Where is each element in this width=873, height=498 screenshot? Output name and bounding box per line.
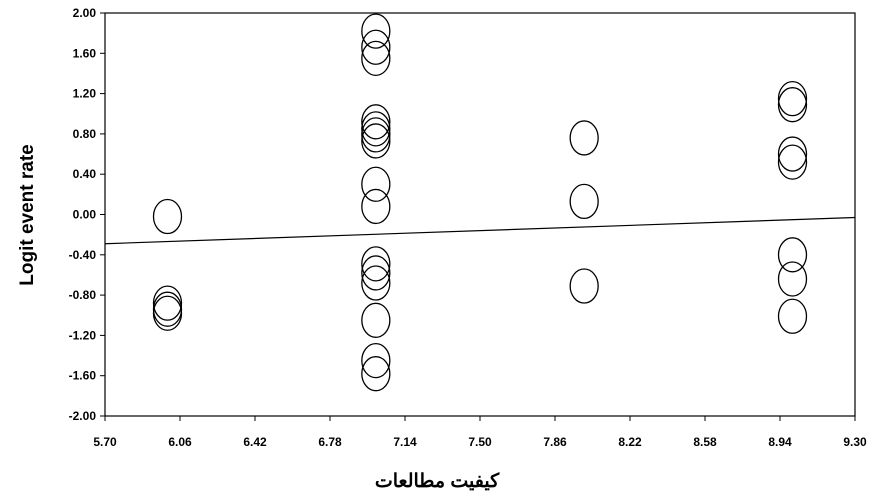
- plot-area: [104, 12, 856, 417]
- x-tick-label: 6.42: [243, 435, 267, 449]
- y-tick-label: 0.00: [73, 208, 97, 222]
- y-tick-label: 2.00: [73, 6, 97, 20]
- y-tick-label: 1.20: [73, 87, 97, 101]
- y-tick-label: -2.00: [69, 409, 97, 423]
- y-tick-label: -0.80: [69, 288, 97, 302]
- data-point: [361, 255, 391, 291]
- y-tick-label: -0.40: [69, 248, 97, 262]
- x-tick-label: 8.22: [618, 435, 642, 449]
- data-point: [777, 298, 808, 334]
- data-point: [361, 302, 391, 338]
- data-point: [361, 166, 391, 202]
- regression-line: [104, 216, 856, 245]
- y-tick-label: 0.80: [73, 127, 97, 141]
- x-tick-label: 5.70: [93, 435, 117, 449]
- data-point: [777, 237, 808, 273]
- x-tick-label: 8.94: [768, 435, 792, 449]
- data-points: [152, 13, 808, 392]
- x-axis: 5.70 6.06 6.42 6.78 7.14 7.50 7.86 8.22 8.58 8.94…: [93, 416, 867, 449]
- data-point: [777, 136, 808, 172]
- data-point: [361, 104, 391, 140]
- data-point: [361, 356, 391, 392]
- data-point: [361, 123, 391, 159]
- x-tick-label: 7.14: [393, 435, 417, 449]
- x-tick-label: 7.50: [468, 435, 492, 449]
- x-axis-title: کیفیت مطالعات: [375, 471, 500, 492]
- y-tick-label: 1.60: [73, 46, 97, 60]
- data-point: [569, 120, 599, 156]
- y-axis: 2.00 1.60 1.20 0.80 0.40 0.00 -0.40 -0.80 -1.20 -…: [69, 6, 105, 423]
- data-point: [361, 29, 391, 65]
- data-point: [777, 80, 808, 117]
- data-point: [361, 40, 391, 76]
- data-point: [569, 268, 599, 304]
- data-point: [361, 13, 391, 49]
- x-tick-label: 8.58: [693, 435, 717, 449]
- y-axis-title: Logit event rate: [17, 144, 38, 285]
- x-tick-label: 7.86: [543, 435, 567, 449]
- data-point: [361, 246, 391, 282]
- data-point: [152, 198, 183, 235]
- y-tick-label: 0.40: [73, 167, 97, 181]
- data-point: [777, 87, 808, 123]
- x-tick-label: 6.78: [318, 435, 342, 449]
- data-point: [152, 291, 183, 327]
- data-point: [361, 188, 391, 225]
- data-point: [152, 295, 183, 331]
- y-tick-label: -1.60: [69, 369, 97, 383]
- data-point: [777, 261, 808, 297]
- data-point: [361, 265, 391, 301]
- plot-frame: [104, 12, 856, 417]
- x-tick-label: 9.30: [843, 435, 867, 449]
- data-point: [361, 117, 391, 153]
- y-tick-label: -1.20: [69, 328, 97, 342]
- data-point: [361, 111, 391, 147]
- data-point: [152, 285, 183, 321]
- data-point: [361, 342, 391, 379]
- data-point: [777, 144, 808, 180]
- x-tick-label: 6.06: [168, 435, 192, 449]
- data-point: [569, 183, 599, 220]
